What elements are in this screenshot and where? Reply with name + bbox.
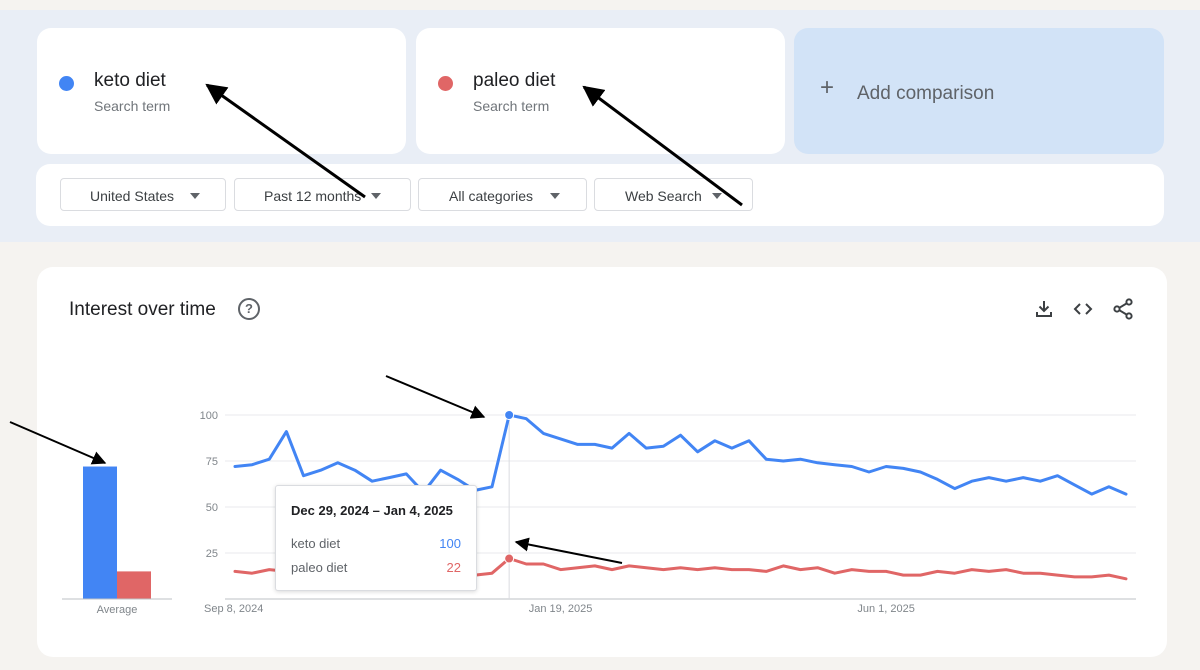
term-name[interactable]: keto diet bbox=[94, 70, 166, 91]
average-bar-label: Average bbox=[97, 604, 138, 616]
chevron-down-icon bbox=[371, 193, 381, 199]
download-icon[interactable] bbox=[1032, 297, 1056, 321]
interest-over-time-panel: Interest over time ? bbox=[37, 267, 1167, 657]
help-icon[interactable]: ? bbox=[238, 298, 260, 320]
category-filter-dropdown[interactable]: All categories bbox=[418, 178, 587, 211]
region-filter-label: United States bbox=[90, 188, 175, 204]
tooltip-date: Dec 29, 2024 – Jan 4, 2025 bbox=[291, 503, 453, 518]
embed-code-icon[interactable] bbox=[1071, 297, 1095, 321]
share-icon[interactable] bbox=[1111, 297, 1135, 321]
series-color-dot bbox=[59, 76, 74, 91]
panel-title: Interest over time bbox=[69, 299, 216, 320]
chevron-down-icon bbox=[190, 193, 200, 199]
term-type-label: Search term bbox=[94, 98, 171, 114]
add-comparison-button[interactable]: + Add comparison bbox=[794, 28, 1164, 154]
x-tick-label: Jun 1, 2025 bbox=[857, 603, 915, 615]
term-type-label: Search term bbox=[473, 98, 550, 114]
x-tick-label: Jan 19, 2025 bbox=[529, 603, 593, 615]
x-tick-label: Sep 8, 2024 bbox=[204, 603, 263, 615]
y-tick-label: 50 bbox=[206, 502, 218, 514]
tooltip-series-name: keto diet bbox=[291, 536, 341, 551]
y-tick-label: 100 bbox=[200, 410, 218, 422]
term-name[interactable]: paleo diet bbox=[473, 70, 556, 91]
average-bar-paleo-diet bbox=[117, 571, 151, 599]
y-tick-label: 25 bbox=[206, 548, 218, 560]
category-filter-label: All categories bbox=[449, 188, 534, 204]
tooltip-series-name: paleo diet bbox=[291, 560, 348, 575]
series-line-keto-diet bbox=[233, 413, 1128, 496]
plus-icon: + bbox=[820, 74, 835, 101]
tooltip-series-value: 22 bbox=[446, 560, 461, 575]
region-filter-dropdown[interactable]: United States bbox=[60, 178, 226, 211]
chevron-down-icon bbox=[550, 193, 560, 199]
y-tick-label: 75 bbox=[206, 456, 218, 468]
hover-point bbox=[504, 553, 515, 564]
series-color-dot bbox=[438, 76, 453, 91]
chart-tooltip: Dec 29, 2024 – Jan 4, 2025 keto diet 100… bbox=[275, 485, 477, 591]
add-comparison-label: Add comparison bbox=[857, 83, 995, 104]
tooltip-series-value: 100 bbox=[439, 536, 461, 551]
average-bar-keto-diet bbox=[83, 466, 117, 599]
hover-point bbox=[504, 410, 515, 420]
